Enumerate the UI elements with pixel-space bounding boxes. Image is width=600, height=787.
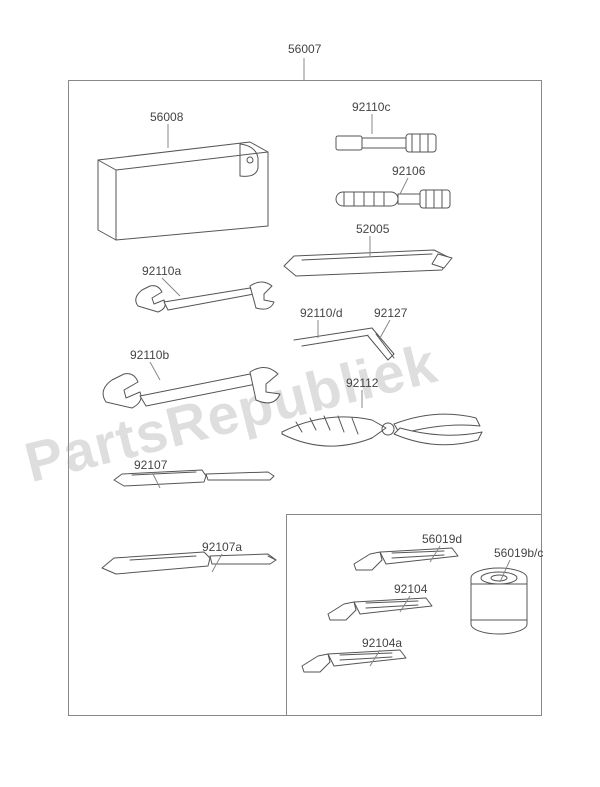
label-56007: 56007 bbox=[288, 42, 321, 56]
label-92110a: 92110a bbox=[142, 264, 181, 278]
label-92127: 92127 bbox=[374, 306, 407, 320]
label-92110c: 92110c bbox=[352, 100, 390, 114]
label-92110b: 92110b bbox=[130, 348, 169, 362]
label-92107a: 92107a bbox=[202, 540, 242, 554]
label-56008: 56008 bbox=[150, 110, 183, 124]
label-56019bc: 56019b/c bbox=[494, 546, 543, 560]
leader-92104a bbox=[0, 0, 600, 787]
label-92104: 92104 bbox=[394, 582, 427, 596]
label-92104a: 92104a bbox=[362, 636, 402, 650]
label-92106: 92106 bbox=[392, 164, 425, 178]
label-92112: 92112 bbox=[346, 376, 378, 390]
label-56019d: 56019d bbox=[422, 532, 462, 546]
diagram-canvas: PartsRepubliek bbox=[0, 0, 600, 787]
label-92107: 92107 bbox=[134, 458, 167, 472]
label-52005: 52005 bbox=[356, 222, 389, 236]
label-92110d: 92110/d bbox=[300, 306, 343, 320]
